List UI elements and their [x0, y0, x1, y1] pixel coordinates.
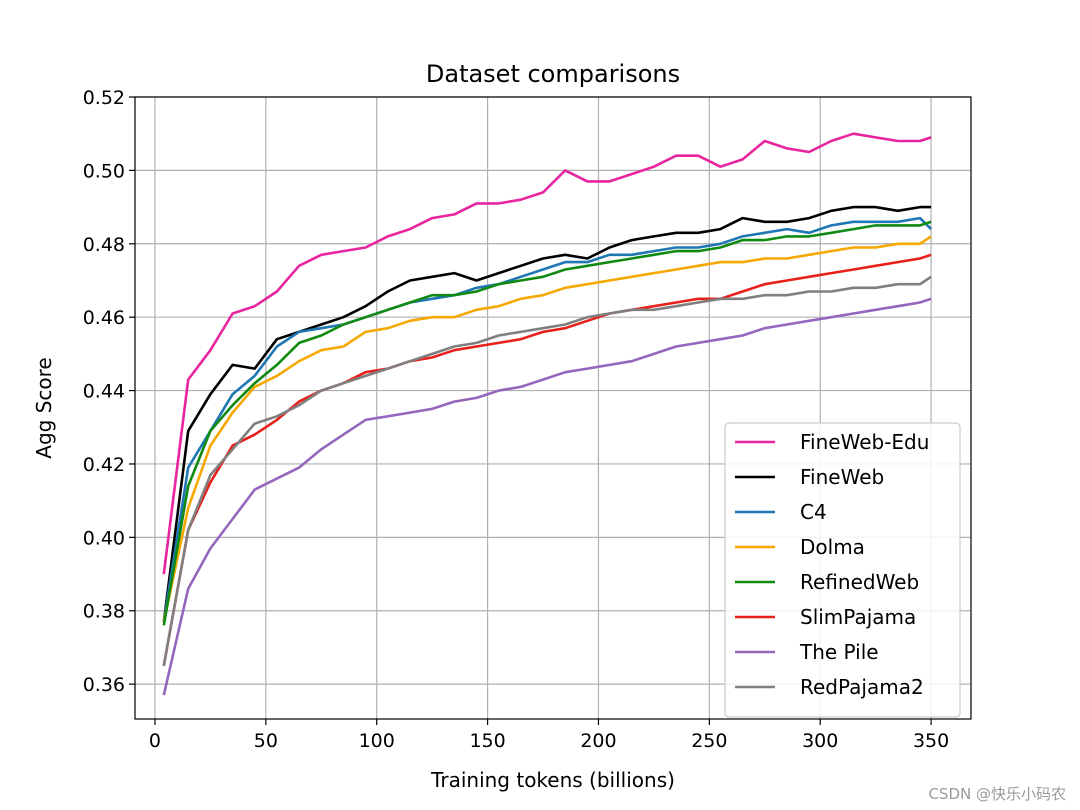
series-line-c4: [162, 216, 933, 623]
x-tick-label: 0: [149, 730, 161, 752]
legend-label: Dolma: [800, 535, 865, 559]
x-tick-label: 200: [580, 730, 616, 752]
plot-frame: [134, 96, 972, 720]
x-tick-label: 150: [469, 730, 505, 752]
axis-ticks: 0 50 100 150 200 250 300 350 0.36 0.38 0.40 0.42 0.4…: [83, 87, 950, 752]
legend-box: [724, 422, 961, 718]
series-line-dolma: [162, 235, 932, 623]
x-tick-label: 100: [359, 730, 395, 752]
series-line-the-pile: [162, 297, 932, 696]
y-tick-label: 0.36: [83, 674, 125, 696]
x-axis-label: Training tokens (billions): [430, 768, 675, 792]
legend-label: FineWeb-Edu: [800, 430, 929, 454]
series-line-refinedweb: [162, 220, 932, 626]
y-tick-label: 0.52: [83, 87, 125, 109]
watermark: CSDN @快乐小码农: [928, 785, 1066, 803]
legend-label: SlimPajama: [800, 605, 916, 629]
x-tick-label: 250: [691, 730, 727, 752]
series-line-slimpajama: [162, 253, 932, 667]
y-tick-label: 0.44: [83, 381, 125, 403]
y-axis-label: Agg Score: [32, 357, 56, 458]
y-tick-label: 0.46: [83, 307, 125, 329]
series-lines: [162, 132, 933, 696]
series-line-fineweb-edu: [162, 132, 932, 575]
legend-label: The Pile: [799, 640, 879, 664]
chart-title: Dataset comparisons: [426, 60, 680, 88]
y-tick-label: 0.42: [83, 454, 125, 476]
y-tick-label: 0.40: [83, 527, 125, 549]
x-tick-label: 50: [254, 730, 278, 752]
legend: FineWeb-Edu FineWeb C4 Dolma RefinedWeb SlimP…: [724, 422, 961, 718]
legend-label: FineWeb: [800, 465, 884, 489]
y-tick-label: 0.50: [83, 160, 125, 182]
y-tick-label: 0.38: [83, 601, 125, 623]
x-tick-label: 350: [913, 730, 949, 752]
legend-label: RedPajama2: [800, 675, 924, 699]
series-line-redpajama2: [162, 275, 932, 667]
legend-label: RefinedWeb: [800, 570, 919, 594]
x-tick-label: 300: [802, 730, 838, 752]
y-tick-label: 0.48: [83, 234, 125, 256]
legend-label: C4: [800, 500, 827, 524]
